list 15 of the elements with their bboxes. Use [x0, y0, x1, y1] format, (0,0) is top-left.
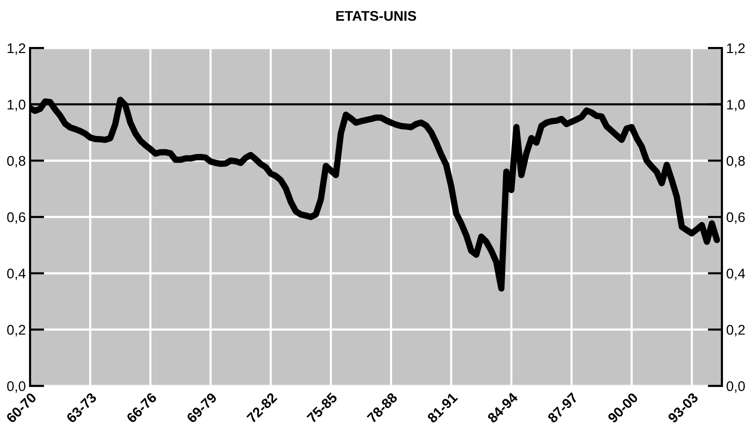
y-tick-label: 0,6 [7, 212, 26, 224]
y2-tick-label: 0,2 [726, 324, 745, 336]
y-tick-label: 0,4 [7, 268, 26, 280]
y2-tick-label: 1,2 [727, 43, 745, 55]
y-tick-label: 1,2 [8, 43, 26, 55]
y-tick-label: 0,0 [7, 381, 26, 393]
y2-tick-label: 0,0 [726, 381, 745, 393]
y2-tick-label: 0,6 [726, 212, 745, 224]
y2-tick-label: 0,8 [726, 156, 745, 168]
y-tick-label: 0,8 [7, 156, 26, 168]
y2-tick-label: 0,4 [726, 268, 745, 280]
chart-title: ETATS-UNIS [336, 10, 416, 21]
y2-tick-label: 1,0 [727, 100, 745, 112]
y-tick-label: 1,0 [8, 100, 26, 112]
y-tick-label: 0,2 [7, 324, 26, 336]
